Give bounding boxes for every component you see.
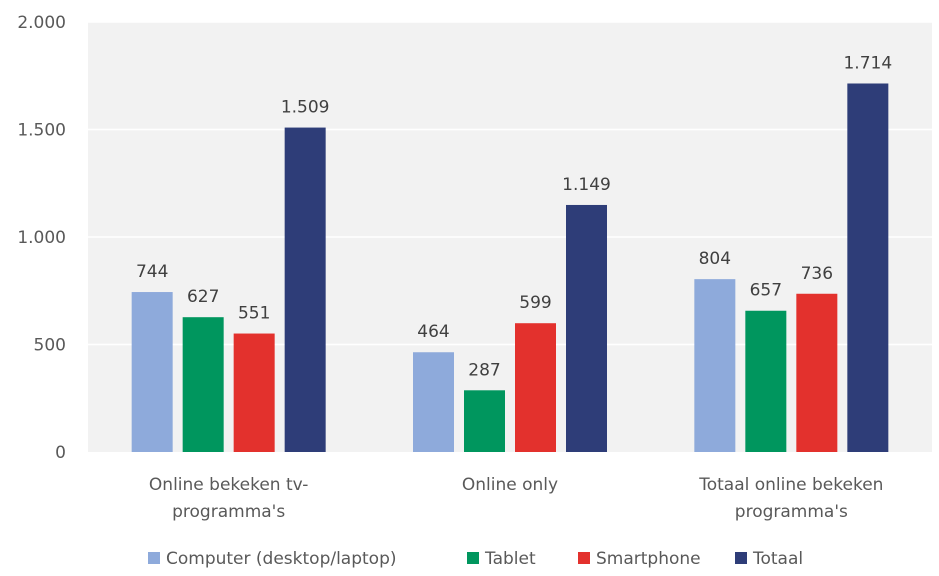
y-tick-label: 1.000 (17, 228, 66, 248)
legend-label: Tablet (484, 549, 536, 569)
y-tick-label: 500 (34, 336, 66, 356)
y-tick-label: 1.500 (17, 121, 66, 141)
y-axis: 0 500 1.000 1.500 2.000 (17, 13, 66, 463)
bar (131, 292, 173, 452)
bar (182, 317, 224, 452)
data-labels: 744 627 551 1.509 464 287 599 1.149 804 657 736 1.7… (136, 53, 892, 380)
legend-label: Totaal (752, 549, 803, 569)
legend: Computer (desktop/laptop) Tablet Smartphon… (148, 549, 803, 569)
bar (233, 333, 275, 452)
y-tick-label: 0 (55, 443, 66, 463)
legend-swatch (467, 552, 479, 564)
bar (464, 390, 505, 452)
x-tick-label: Online only (462, 475, 558, 495)
x-tick-label: Totaal online bekeken (698, 475, 883, 495)
bars (131, 83, 889, 453)
data-label: 744 (136, 262, 168, 282)
data-label: 1.509 (281, 98, 330, 118)
bar (745, 310, 787, 452)
x-tick-label: programma's (172, 502, 285, 522)
legend-swatch (148, 552, 160, 564)
data-label: 1.149 (562, 175, 611, 195)
data-label: 657 (750, 281, 782, 301)
bar (847, 83, 889, 453)
legend-label: Smartphone (596, 549, 701, 569)
bar (566, 204, 607, 452)
x-tick-label: programma's (735, 502, 848, 522)
legend-swatch (578, 552, 590, 564)
gridlines (88, 21, 932, 346)
bar (515, 323, 556, 452)
bar (694, 279, 736, 452)
data-label: 736 (801, 264, 833, 284)
legend-label: Computer (desktop/laptop) (166, 549, 397, 569)
x-axis: Online bekeken tv-programma's Online only… (149, 475, 884, 522)
data-label: 551 (238, 304, 270, 324)
legend-swatch (735, 552, 747, 564)
data-label: 464 (417, 322, 449, 342)
bar (413, 352, 454, 452)
data-label: 627 (187, 287, 219, 307)
bar (284, 127, 326, 452)
data-label: 804 (699, 249, 731, 269)
x-tick-label: Online bekeken tv- (149, 475, 308, 495)
data-label: 599 (519, 293, 551, 313)
y-tick-label: 2.000 (17, 13, 66, 33)
data-label: 1.714 (843, 53, 892, 73)
bar (796, 293, 838, 452)
data-label: 287 (468, 360, 500, 380)
